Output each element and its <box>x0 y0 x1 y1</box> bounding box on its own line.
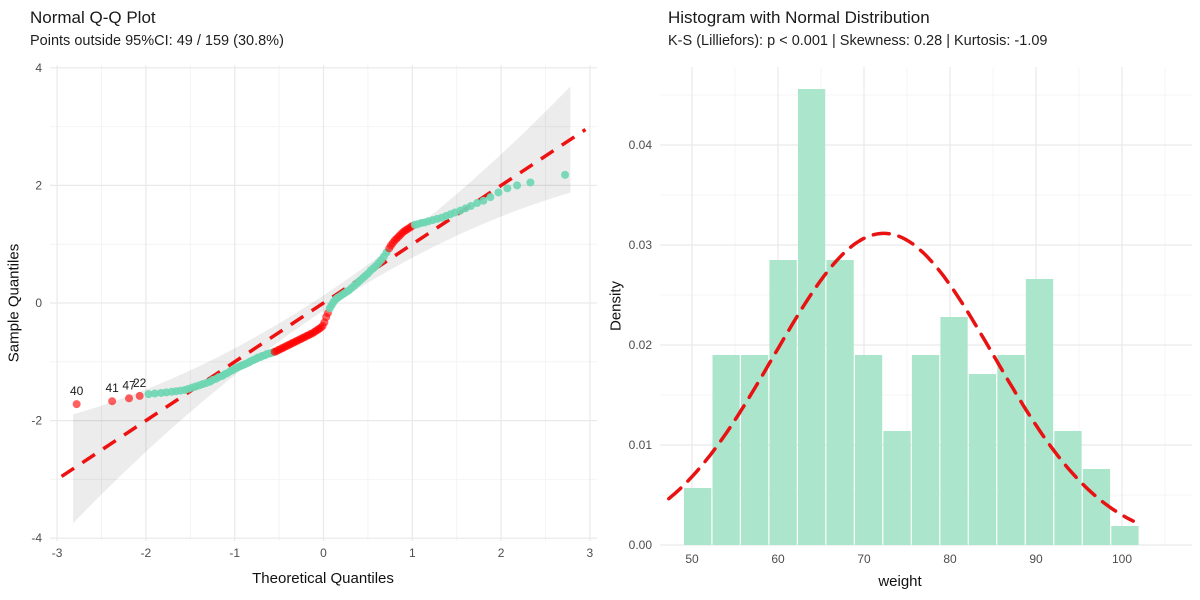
histogram-bar <box>940 317 968 545</box>
histogram-title: Histogram with Normal Distribution <box>668 8 930 27</box>
histogram-bar <box>883 431 911 545</box>
y-tick-label: 0.04 <box>629 138 653 152</box>
x-tick-label: 90 <box>1029 552 1043 566</box>
qq-point-inside-ci <box>526 178 535 187</box>
x-tick-label: -3 <box>52 546 63 560</box>
histogram-bar <box>911 355 940 545</box>
qq-point-inside-ci <box>494 188 503 197</box>
histogram-bars-layer <box>684 89 1139 545</box>
histogram-subtitle: K-S (Lilliefors): p < 0.001 | Skewness: … <box>668 33 1048 49</box>
qq-point-inside-ci <box>503 184 512 193</box>
histogram-bar <box>968 374 997 545</box>
qq-point-inside-ci <box>513 181 522 190</box>
qq-point-inside-ci <box>561 170 570 179</box>
normal-density-curve <box>667 231 1135 523</box>
y-tick-label: -2 <box>31 414 42 428</box>
histogram-bar <box>1025 279 1054 545</box>
histogram-bar <box>684 488 712 545</box>
y-tick-label: 2 <box>35 178 42 192</box>
y-tick-label: 0.03 <box>629 238 653 252</box>
y-tick-label: 0.01 <box>629 438 653 452</box>
qq-reference-line <box>60 128 587 478</box>
x-tick-label: 100 <box>1112 552 1132 566</box>
outlier-label: 47 <box>122 378 136 392</box>
qq-point-outside-ci <box>72 400 81 409</box>
histogram-bar <box>1111 526 1139 545</box>
qq-xaxis-label: Theoretical Quantiles <box>252 570 394 587</box>
outlier-label: 22 <box>133 376 147 390</box>
qq-point-inside-ci <box>473 199 482 208</box>
qq-point-inside-ci <box>486 193 495 202</box>
outlier-label: 40 <box>70 384 84 398</box>
histogram-bar <box>826 260 854 545</box>
y-tick-label: 0.00 <box>629 538 653 552</box>
qq-plot-title: Normal Q-Q Plot <box>30 8 156 27</box>
qq-point-inside-ci <box>150 389 159 398</box>
qq-point-inside-ci <box>479 196 488 205</box>
y-tick-label: 4 <box>35 61 42 75</box>
x-tick-label: 2 <box>498 546 505 560</box>
histogram-xaxis-label: weight <box>878 573 922 590</box>
qq-point-outside-ci <box>108 397 117 406</box>
qq-point-outside-ci <box>125 394 134 403</box>
histogram-bar <box>740 355 769 545</box>
x-tick-label: -1 <box>229 546 240 560</box>
qq-point-outside-ci <box>135 391 144 400</box>
y-tick-label: -4 <box>31 531 42 545</box>
outlier-label: 41 <box>105 381 119 395</box>
x-tick-label: 50 <box>685 552 699 566</box>
x-tick-label: 80 <box>943 552 957 566</box>
histogram-panel: 50 60 70 80 90 100 0.00 0.01 0.02 0.03 0.04 <box>629 67 1192 566</box>
histogram-bar <box>712 355 740 545</box>
y-tick-label: 0 <box>35 296 42 310</box>
x-tick-label: 70 <box>857 552 871 566</box>
qq-plot-subtitle: Points outside 95%CI: 49 / 159 (30.8%) <box>30 33 284 49</box>
x-tick-label: 3 <box>587 546 594 560</box>
x-tick-label: 60 <box>771 552 785 566</box>
histogram-bar <box>1054 431 1082 545</box>
x-tick-label: 1 <box>409 546 416 560</box>
histogram-bar <box>769 260 797 545</box>
histogram-bar <box>854 355 883 545</box>
qq-point-inside-ci <box>144 390 153 399</box>
qq-point-inside-ci <box>466 201 475 210</box>
y-tick-label: 0.02 <box>629 338 653 352</box>
qq-points-layer <box>72 170 570 409</box>
x-tick-label: -2 <box>141 546 152 560</box>
x-tick-label: 0 <box>320 546 327 560</box>
histogram-bar <box>1082 469 1111 545</box>
histogram-bar <box>797 89 826 545</box>
